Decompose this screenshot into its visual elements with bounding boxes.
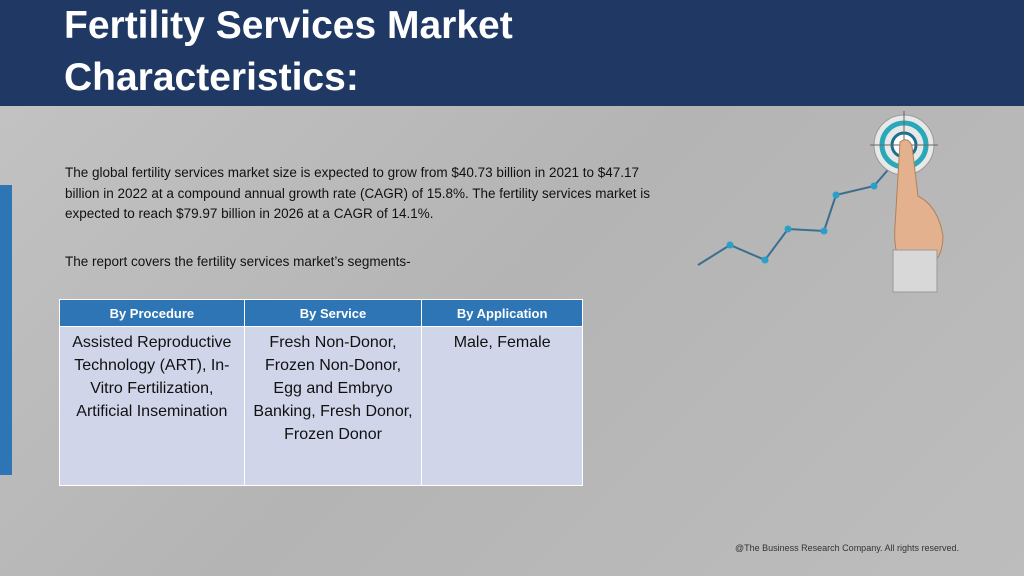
header-row: By Procedure By Service By Application <box>59 299 583 327</box>
column-header: By Procedure <box>59 299 245 327</box>
header-band: Fertility Services Market Characteristic… <box>0 0 1024 106</box>
column-header: By Application <box>421 299 583 327</box>
copyright: @The Business Research Company. All righ… <box>735 543 960 553</box>
slide-title: Fertility Services Market Characteristic… <box>64 4 513 99</box>
segments-table: By Procedure By Service By Application A… <box>59 299 583 486</box>
accent-bar <box>0 185 12 475</box>
trend-points <box>726 182 878 264</box>
table-cell: Fresh Non-Donor, Frozen Non-Donor, Egg a… <box>243 326 423 486</box>
table-cell: Assisted Reproductive Technology (ART), … <box>59 326 245 486</box>
table-cell: Male, Female <box>421 326 583 486</box>
data-row: Assisted Reproductive Technology (ART), … <box>59 326 583 486</box>
trend-line <box>697 149 906 266</box>
hand <box>892 139 944 293</box>
column-header: By Service <box>243 299 423 327</box>
segments-paragraph: The report covers the fertility services… <box>65 254 411 269</box>
intro-paragraph: The global fertility services market siz… <box>65 165 651 221</box>
illustration <box>697 111 944 293</box>
